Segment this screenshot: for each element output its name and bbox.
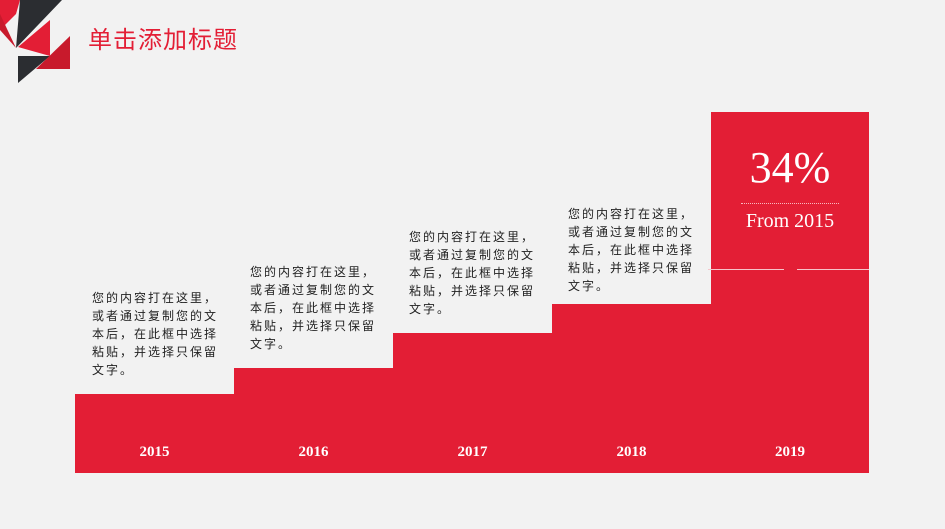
divider-line-left — [708, 269, 784, 270]
desc-line: 粘贴，并选择只保留 — [568, 261, 695, 275]
highlight-value: 34% — [749, 143, 831, 192]
desc-line: 或者通过复制您的文 — [409, 248, 536, 262]
divider-line-right — [797, 269, 869, 270]
desc-line: 或者通过复制您的文 — [568, 225, 695, 239]
description-2017: 您的内容打在这里， 或者通过复制您的文 本后，在此框中选择 粘贴，并选择只保留 文字。 — [409, 228, 559, 318]
desc-line: 您的内容打在这里， — [92, 291, 219, 305]
year-label: 2018 — [616, 444, 647, 460]
desc-line: 本后，在此框中选择 — [409, 266, 536, 280]
description-2018: 您的内容打在这里， 或者通过复制您的文 本后，在此框中选择 粘贴，并选择只保留 文字。 — [568, 205, 718, 295]
year-label: 2017 — [457, 444, 488, 460]
highlight-divider — [741, 203, 839, 204]
step-2017: 2017 — [393, 333, 552, 473]
year-label: 2019 — [775, 444, 805, 460]
desc-line: 您的内容打在这里， — [568, 207, 695, 221]
highlight-caption: From 2015 — [745, 210, 835, 232]
desc-line: 粘贴，并选择只保留 — [250, 319, 377, 333]
desc-line: 文字。 — [568, 279, 611, 293]
description-2015: 您的内容打在这里， 或者通过复制您的文 本后，在此框中选择 粘贴，并选择只保留 文字。 — [92, 289, 242, 379]
step-2019: 2019 — [711, 112, 869, 473]
desc-line: 本后，在此框中选择 — [250, 301, 377, 315]
step-2018: 2018 — [552, 304, 711, 473]
desc-line: 或者通过复制您的文 — [250, 283, 377, 297]
desc-line: 粘贴，并选择只保留 — [409, 284, 536, 298]
logo-triangles-icon — [0, 0, 70, 83]
step-2015: 2015 — [75, 394, 234, 473]
desc-line: 您的内容打在这里， — [409, 230, 536, 244]
desc-line: 本后，在此框中选择 — [92, 327, 219, 341]
desc-line: 粘贴，并选择只保留 — [92, 345, 219, 359]
description-2016: 您的内容打在这里， 或者通过复制您的文 本后，在此框中选择 粘贴，并选择只保留 文字。 — [250, 263, 400, 353]
page-title: 单击添加标题 — [88, 26, 238, 54]
year-label: 2016 — [298, 444, 329, 460]
step-2016: 2016 — [234, 368, 393, 473]
desc-line: 文字。 — [250, 337, 293, 351]
desc-line: 或者通过复制您的文 — [92, 309, 219, 323]
desc-line: 本后，在此框中选择 — [568, 243, 695, 257]
desc-line: 文字。 — [409, 302, 452, 316]
desc-line: 您的内容打在这里， — [250, 265, 377, 279]
desc-line: 文字。 — [92, 363, 135, 377]
year-label: 2015 — [139, 444, 170, 460]
